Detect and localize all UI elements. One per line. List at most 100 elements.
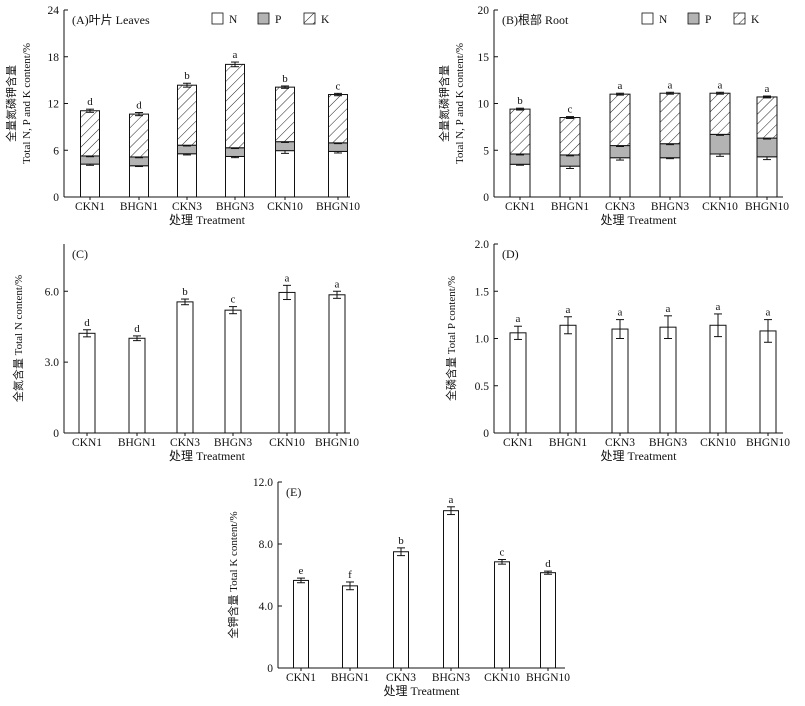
significance-letter: c [336,80,341,92]
x-tick-label: BHGN3 [649,437,688,449]
bar-k-BHGN1 [129,113,149,158]
y-axis-label: 全量氮磷钾含量 [437,65,451,142]
bar-n-BHGN3 [225,155,245,198]
x-tick-label: CKN10 [267,201,303,213]
significance-letter: d [545,558,551,570]
x-tick-label: CKN1 [505,201,535,213]
y-tick-label: 15 [478,52,490,64]
legend-swatch-N [211,12,224,25]
x-tick-label: BHGN10 [526,672,570,684]
x-tick-label: CKN3 [172,201,202,213]
bar-CKN10 [709,324,727,434]
y-tick-label: 6 [53,145,59,157]
bar-CKN3 [611,328,629,434]
bar-BHGN1 [342,585,358,669]
bar-CKN10 [278,291,296,434]
legend-label-K: K [321,14,330,26]
significance-letter: a [718,79,723,91]
significance-letter: d [87,96,93,108]
panel-title: (B)根部 Root [502,12,569,27]
x-tick-label: BHGN10 [315,437,359,449]
bar-n-CKN10 [275,150,295,198]
x-tick-label: CKN1 [503,437,533,449]
bar-BHGN10 [328,294,346,434]
bar-k-BHGN10 [328,94,348,144]
significance-letter: a [618,307,623,319]
x-tick-label: CKN10 [269,437,305,449]
significance-letter: f [348,569,352,581]
x-tick-label: CKN10 [484,672,520,684]
y-axis-label: 全钾含量 Total K content/% [226,511,240,638]
y-tick-label: 4.0 [259,601,274,613]
x-tick-label: CKN1 [72,437,102,449]
x-axis-label: 处理 Treatment [169,213,246,227]
x-tick-label: CKN10 [702,201,738,213]
bar-BHGN1 [559,324,577,434]
x-tick-label: CKN3 [605,437,635,449]
legend-label-P: P [275,14,281,26]
bar-n-BHGN3 [659,157,681,198]
bar-n-CKN3 [609,157,631,198]
significance-letter: a [716,301,721,313]
panel-E: 0 4.0 8.0 12.0 CKN1 BHGN1 CKN3 BHGN3 CKN10 BHGN10… [226,477,570,698]
x-tick-label: BHGN10 [745,201,789,213]
bar-n-BHGN1 [559,165,581,198]
x-tick-label: BHGN3 [651,201,690,213]
bar-CKN1 [293,579,309,669]
bar-BHGN3 [224,309,242,434]
bar-BHGN3 [659,326,677,434]
legend-label-N: N [659,14,668,26]
y-tick-label: 6.0 [45,286,60,298]
bar-k-CKN1 [509,108,531,155]
y-tick-label: 8.0 [259,539,274,551]
x-tick-label: BHGN3 [214,437,253,449]
y-tick-label: 0 [53,428,59,440]
y-axis-label: 全磷含量 Total P content/% [444,276,458,401]
x-tick-label: CKN1 [286,672,316,684]
bar-k-BHGN1 [559,117,581,156]
bar-CKN1 [509,332,527,434]
significance-letter: a [765,83,770,95]
significance-letter: a [668,79,673,91]
bar-k-BHGN3 [225,63,245,149]
panel-title: (E) [286,485,301,499]
significance-letter: c [568,104,573,116]
bar-k-CKN3 [177,84,197,146]
y-tick-label: 18 [48,52,60,64]
x-tick-label: BHGN10 [746,437,790,449]
bar-k-BHGN10 [756,96,778,139]
significance-letter: a [566,304,571,316]
bar-p-BHGN10 [756,137,778,158]
y-tick-label: 1.0 [475,334,490,346]
bar-CKN3 [393,551,409,669]
legend-label-K: K [751,14,760,26]
bar-p-BHGN10 [328,142,348,152]
x-tick-label: BHGN1 [120,201,159,213]
legend-label-P: P [705,14,711,26]
x-axis-label: 处理 Treatment [601,213,678,227]
x-tick-label: BHGN3 [216,201,255,213]
y-tick-label: 24 [48,5,60,17]
y-tick-label: 0 [483,428,489,440]
bar-p-BHGN1 [129,156,149,167]
bar-k-BHGN3 [659,92,681,145]
significance-letter: a [766,307,771,319]
bar-CKN3 [176,301,194,434]
bar-n-CKN1 [509,163,531,198]
bar-p-CKN1 [509,153,531,165]
x-tick-label: CKN3 [170,437,200,449]
y-tick-label: 20 [478,5,490,17]
bar-p-BHGN1 [559,154,581,167]
significance-letter: d [134,323,140,335]
y-axis-label: Total N, P and K content/% [21,43,33,164]
bar-p-BHGN3 [659,143,681,159]
bar-p-CKN3 [177,144,197,155]
significance-letter: c [500,547,505,559]
bar-n-BHGN1 [129,165,149,198]
bar-n-CKN10 [709,153,731,198]
significance-letter: d [136,100,142,112]
x-tick-label: BHGN3 [432,672,471,684]
y-tick-label: 12 [48,99,60,111]
bar-n-CKN1 [80,163,100,198]
bar-BHGN3 [443,510,459,669]
